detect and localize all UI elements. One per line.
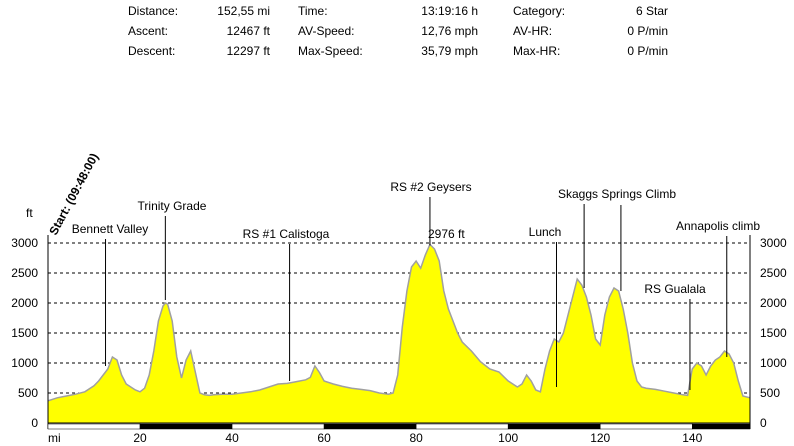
stat-ascent-label: Ascent: [128,24,169,38]
y-tick-label-right: 500 [760,386,780,400]
stat-time-value: 13:19:16 h [421,4,478,18]
annotation-label: Lunch [529,225,562,239]
y-tick-label-left: 2500 [11,266,38,280]
max-elevation-label: 2976 ft [428,227,465,241]
annotations: Bennett Valley Trinity Grade RS #1 Calisto… [72,180,760,390]
x-tick-label: 60 [317,431,331,445]
annotation-label: Bennett Valley [72,222,149,236]
x-axis-segment [691,423,751,430]
annotation-label: Skaggs Springs Climb [558,187,676,201]
stat-avhr-value: 0 P/min [627,24,668,38]
x-axis-segment [139,423,233,430]
stat-descent-label: Descent: [128,44,176,58]
y-tick-label-left: 2000 [11,296,38,310]
x-axis-segment [507,423,601,430]
elevation-line [47,243,751,402]
stat-avspeed-value: 12,76 mph [421,24,478,38]
y-tick-label-left: 3000 [11,236,38,250]
y-tick-label-left: 1000 [11,356,38,370]
x-axis-segment [323,423,417,430]
annotation-label: RS Gualala [644,282,706,296]
y-tick-label-right: 2000 [760,296,787,310]
x-axis-segment [599,423,693,430]
stat-ascent-value: 12467 ft [226,24,270,38]
stat-category-value: 6 Star [635,4,668,18]
stat-distance-value: 152,55 mi [217,4,270,18]
stat-descent-value: 12297 ft [226,44,270,58]
annotation-label: RS #2 Geysers [390,180,471,194]
x-axis-segment [47,423,141,430]
y-tick-label-left: 1500 [11,326,38,340]
y-tick-label-right: 1000 [760,356,787,370]
y-tick-label-right: 3000 [760,236,787,250]
annotation-label: RS #1 Calistoga [243,227,330,241]
x-unit-label: mi [48,431,61,445]
stat-time-label: Time: [298,4,328,18]
stat-maxspeed-label: Max-Speed: [298,44,363,58]
x-axis-segment [415,423,509,430]
x-tick-label: 100 [498,431,518,445]
stat-avspeed-label: AV-Speed: [298,24,355,38]
y-tick-label-right: 0 [760,416,767,430]
x-tick-label: 20 [133,431,147,445]
x-tick-label: 120 [590,431,610,445]
stat-distance-label: Distance: [128,4,179,18]
y-tick-label-right: 2500 [760,266,787,280]
x-tick-label: 140 [682,431,702,445]
elevation-area [48,244,750,423]
y-tick-label-left: 0 [31,416,38,430]
stat-maxhr-value: 0 P/min [627,44,668,58]
x-axis-segment [231,423,325,430]
y-unit-label: ft [26,206,33,220]
annotation-label: Trinity Grade [138,199,207,213]
stat-avhr-label: AV-HR: [513,24,553,38]
y-tick-label-left: 500 [18,386,38,400]
stat-maxhr-label: Max-HR: [513,44,561,58]
stat-maxspeed-value: 35,79 mph [421,44,478,58]
annotation-label: Annapolis climb [676,219,760,233]
x-tick-label: 40 [225,431,239,445]
stat-category-label: Category: [513,4,566,18]
x-tick-label: 80 [409,431,423,445]
y-tick-label-right: 1500 [760,326,787,340]
